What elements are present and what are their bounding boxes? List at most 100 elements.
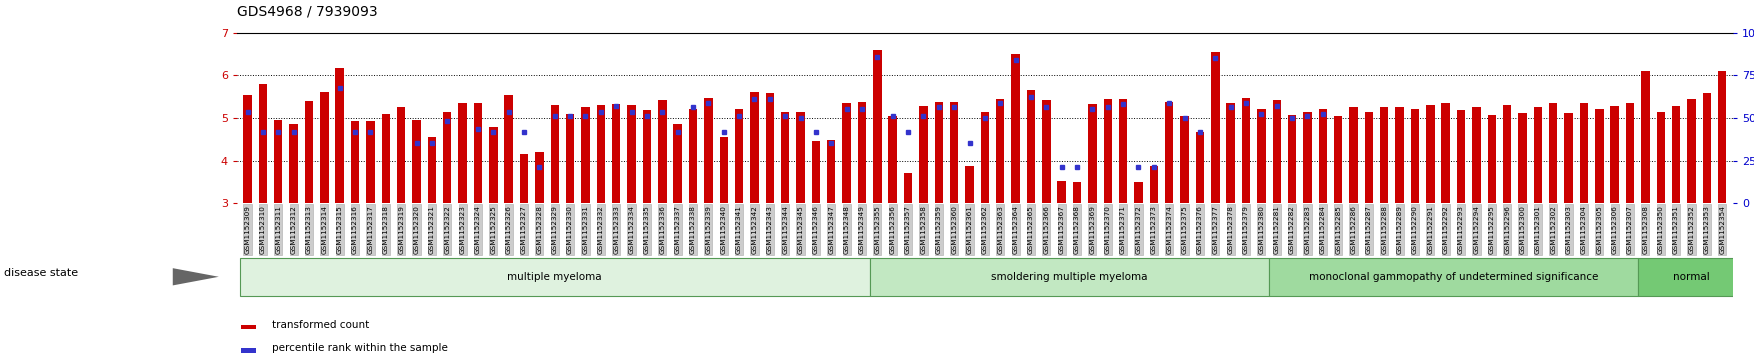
Bar (1012, 54, 1019, 203)
Bar (1442, 103, 1451, 203)
Bar (980, 111, 989, 203)
Bar (828, 140, 835, 203)
Bar (1687, 99, 1696, 203)
Bar (581, 107, 589, 203)
Bar (244, 94, 253, 203)
Bar (1210, 52, 1219, 203)
Bar (965, 166, 973, 203)
Bar (1119, 99, 1128, 203)
Polygon shape (172, 268, 219, 285)
Bar (1580, 103, 1587, 203)
Text: normal: normal (1673, 272, 1710, 282)
Bar (996, 99, 1005, 203)
Bar (919, 106, 928, 203)
Bar (903, 172, 912, 203)
Bar (612, 104, 621, 203)
Bar (1226, 103, 1235, 203)
Bar (335, 68, 344, 203)
Bar (873, 50, 882, 203)
Bar (1042, 100, 1051, 203)
Text: percentile rank within the sample: percentile rank within the sample (272, 343, 447, 354)
Text: transformed count: transformed count (272, 320, 368, 330)
Bar (781, 111, 789, 203)
Bar (658, 100, 667, 203)
Bar (1258, 110, 1266, 203)
Bar (1672, 106, 1680, 203)
Bar (751, 93, 759, 203)
Bar (1519, 113, 1526, 203)
Bar (351, 121, 360, 203)
Bar (1656, 111, 1665, 203)
Bar (1242, 98, 1251, 203)
Bar (474, 103, 482, 203)
Bar (765, 93, 774, 203)
FancyBboxPatch shape (240, 258, 870, 295)
Text: monoclonal gammopathy of undetermined significance: monoclonal gammopathy of undetermined si… (1308, 272, 1598, 282)
Bar (519, 154, 528, 203)
Bar (628, 105, 635, 203)
Bar (1396, 107, 1403, 203)
Bar (1549, 103, 1558, 203)
Bar (367, 121, 375, 203)
Bar (596, 105, 605, 203)
Bar (719, 137, 728, 203)
Text: smoldering multiple myeloma: smoldering multiple myeloma (991, 272, 1147, 282)
Bar (1272, 100, 1280, 203)
Bar (551, 105, 560, 203)
Text: multiple myeloma: multiple myeloma (507, 272, 602, 282)
Bar (1503, 105, 1512, 203)
Bar (951, 102, 958, 203)
Bar (305, 101, 314, 203)
Bar (889, 116, 896, 203)
Bar (444, 111, 451, 203)
FancyBboxPatch shape (240, 348, 256, 352)
Bar (735, 109, 744, 203)
FancyBboxPatch shape (240, 325, 256, 329)
Bar (1533, 107, 1542, 203)
Bar (1487, 115, 1496, 203)
Bar (258, 84, 267, 203)
Bar (1642, 71, 1649, 203)
Bar (505, 94, 512, 203)
Bar (1565, 113, 1573, 203)
Bar (812, 142, 821, 203)
Bar (274, 120, 282, 203)
Bar (428, 137, 437, 203)
Bar (382, 114, 389, 203)
Bar (642, 110, 651, 203)
Bar (1380, 107, 1389, 203)
Bar (321, 93, 328, 203)
FancyBboxPatch shape (870, 258, 1270, 295)
Bar (535, 152, 544, 203)
Bar (858, 102, 866, 203)
Bar (1165, 102, 1173, 203)
FancyBboxPatch shape (1638, 258, 1745, 295)
Bar (567, 114, 574, 203)
Bar (689, 109, 698, 203)
Text: GDS4968 / 7939093: GDS4968 / 7939093 (237, 4, 377, 18)
Bar (1026, 90, 1035, 203)
Bar (1180, 116, 1189, 203)
Bar (489, 127, 498, 203)
Bar (1058, 181, 1066, 203)
Bar (1594, 110, 1603, 203)
Bar (796, 111, 805, 203)
Bar (458, 103, 467, 203)
Bar (674, 125, 682, 203)
Bar (396, 107, 405, 203)
Bar (1717, 71, 1726, 203)
Bar (842, 103, 851, 203)
Bar (1365, 111, 1373, 203)
Bar (1087, 104, 1096, 203)
Bar (1349, 107, 1358, 203)
Bar (1610, 106, 1619, 203)
Bar (1135, 182, 1142, 203)
Bar (1410, 110, 1419, 203)
FancyBboxPatch shape (1270, 258, 1638, 295)
Bar (1319, 110, 1328, 203)
Bar (289, 123, 298, 203)
Text: disease state: disease state (4, 268, 77, 278)
Bar (1196, 132, 1205, 203)
Bar (703, 98, 712, 203)
Bar (1626, 103, 1635, 203)
